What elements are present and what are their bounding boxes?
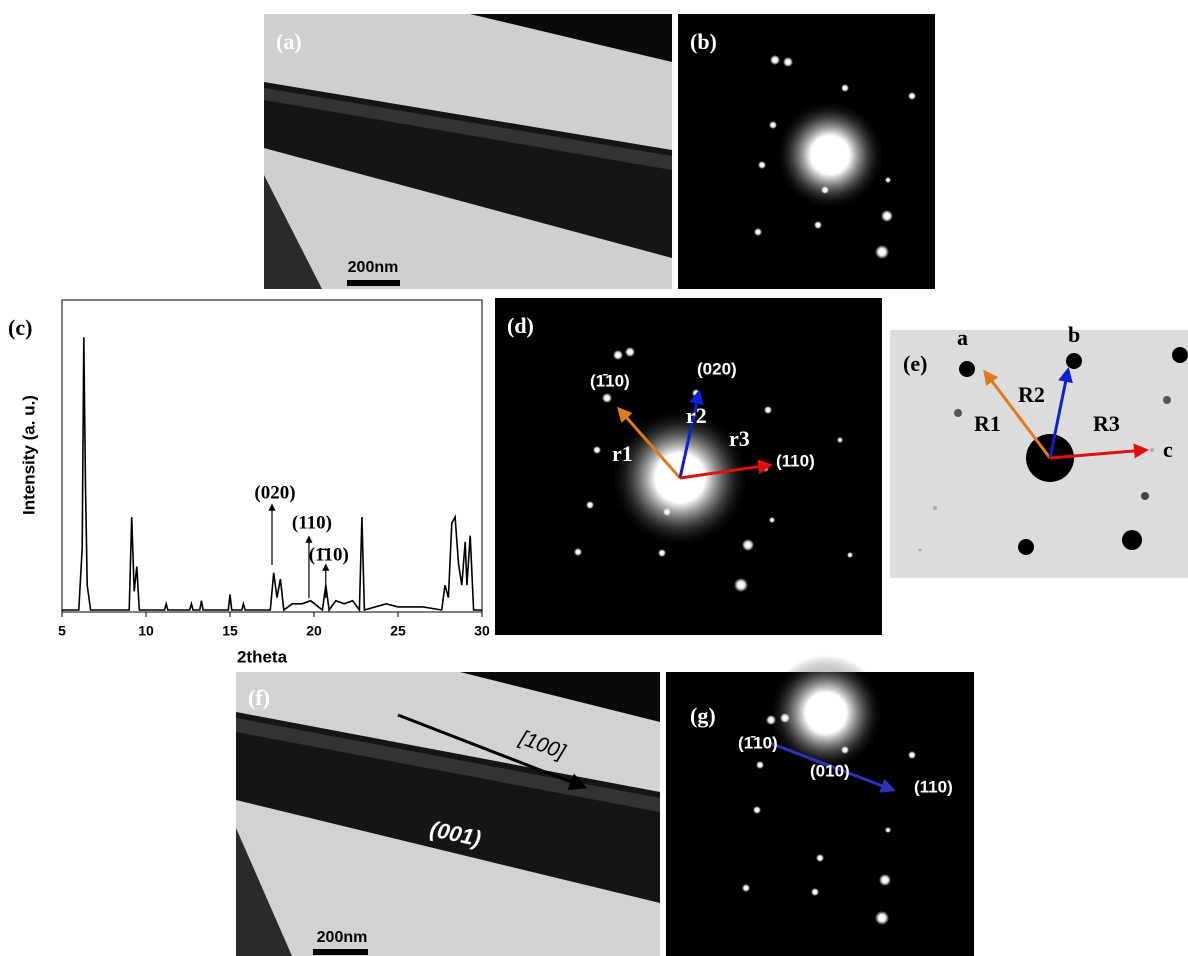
scale-bar-label: 200nm: [317, 929, 368, 946]
panel-d: (d) (1̄10) (020) (110) r1 r2 r3: [495, 298, 882, 635]
x-tick-label: 20: [306, 623, 322, 639]
x-tick-label: 5: [58, 623, 66, 639]
spot-label: (110): [914, 777, 953, 796]
scale-bar-label: 200nm: [348, 259, 399, 276]
plot-frame: [62, 300, 482, 612]
vector-label: R2: [1018, 382, 1045, 407]
y-axis-label: Intensity (a. u.): [19, 395, 38, 515]
vector-label: r2: [686, 403, 707, 428]
spot-label: (1̄10): [738, 733, 778, 752]
annotation-label: (020): [254, 482, 295, 503]
x-axis-label: 2theta: [237, 647, 288, 666]
central-beam: [768, 655, 884, 771]
spot-label: (020): [697, 359, 737, 378]
central-beam: [775, 100, 885, 210]
page: {"panels": { "a": {"label": "(a)", "scal…: [0, 0, 1188, 956]
vector-label: r1: [612, 441, 633, 466]
scale-bar: [347, 280, 400, 286]
panel-b: (b): [678, 14, 935, 289]
spot-label: (010): [810, 761, 850, 780]
panel-label: (g): [690, 703, 716, 728]
x-tick-label: 25: [390, 623, 406, 639]
panel-label: (d): [507, 313, 534, 338]
spot-label: (1̄10): [590, 371, 630, 390]
spot-label: c: [1163, 437, 1173, 462]
spot-label: b: [1068, 322, 1080, 347]
vector-label: R1: [974, 411, 1001, 436]
panel-f: (f) [100] (001) 200nm: [236, 672, 660, 956]
panel-label: (a): [276, 29, 302, 54]
x-tick-label: 30: [474, 623, 490, 639]
vector-label: R3: [1093, 411, 1120, 436]
annotation-label: (110): [292, 512, 332, 533]
panel-c: (c) 2theta Intensity (a. u.) 5 10 15 20 25 30…: [8, 300, 490, 666]
spot-label: (110): [776, 451, 815, 470]
x-tick-label: 15: [222, 623, 238, 639]
spot-label: a: [957, 325, 968, 350]
panel-a: (a) 200nm: [264, 14, 672, 289]
annotation-label: (1̄10): [309, 544, 349, 565]
vector-label: r3: [729, 426, 750, 451]
panel-label: (e): [903, 351, 927, 376]
panel-label: (b): [690, 29, 717, 54]
xrd-line: [62, 337, 482, 610]
panel-g: (g) (1̄10) (010) (110): [666, 655, 974, 956]
figure: (a) 200nm (b) (c) 2theta Intensity (a. u…: [0, 0, 1188, 956]
panel-label: (c): [8, 315, 32, 340]
scale-bar: [313, 949, 368, 955]
x-tick-label: 10: [138, 623, 154, 639]
panel-label: (f): [248, 685, 270, 710]
panel-e: (e) a b c R1 R2 R3: [890, 322, 1188, 578]
